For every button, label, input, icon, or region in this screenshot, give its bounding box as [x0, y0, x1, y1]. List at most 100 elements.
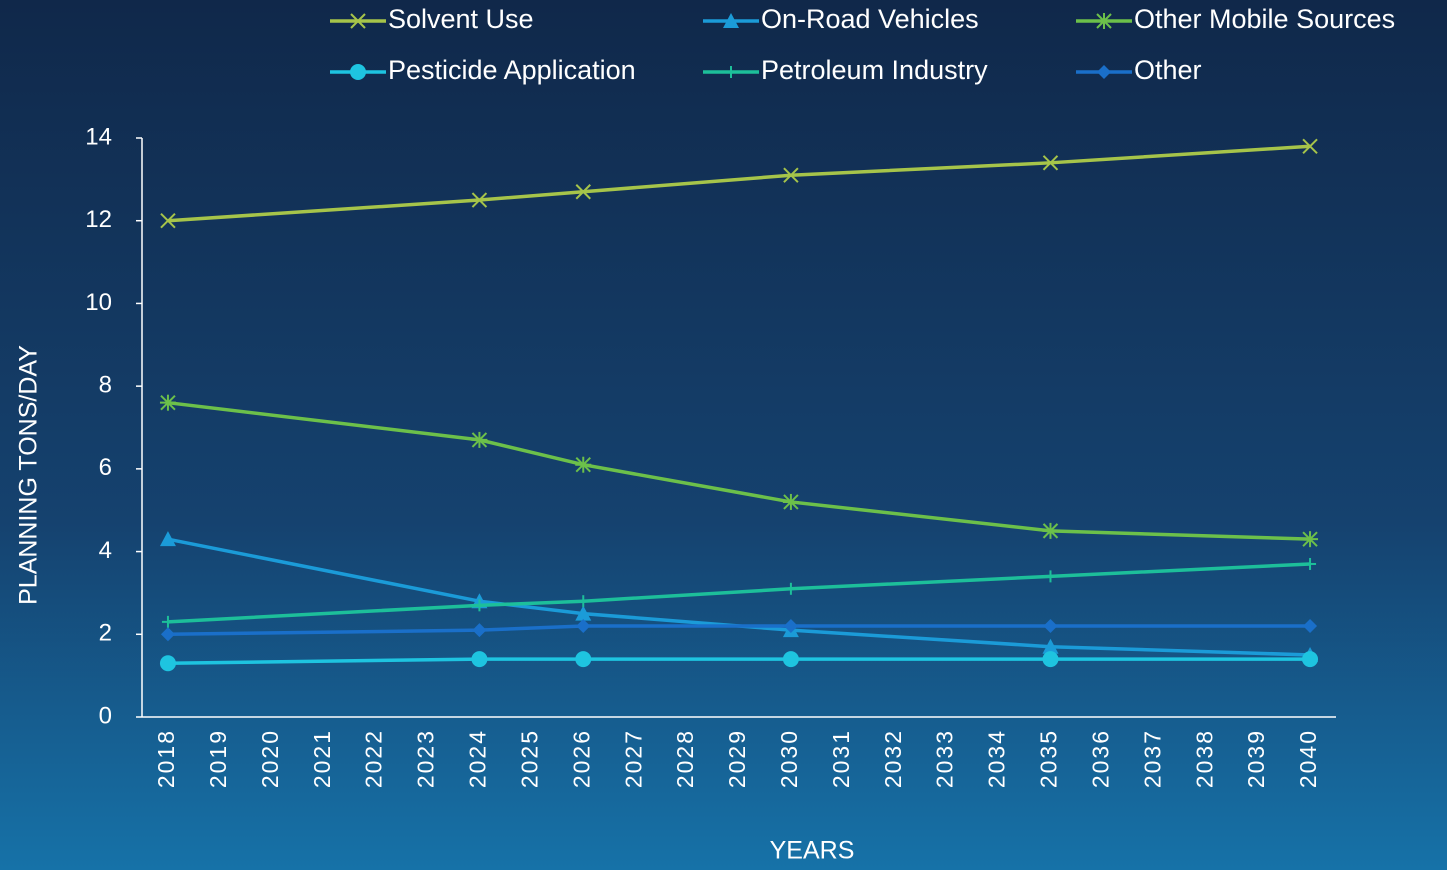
- legend-item: Solvent Use: [330, 4, 534, 34]
- legend-label: Pesticide Application: [388, 55, 636, 85]
- x-tick-label: 2028: [672, 729, 698, 788]
- x-tick-label: 2035: [1036, 729, 1062, 788]
- marker-stroke: [471, 192, 488, 208]
- marker: [1042, 522, 1059, 539]
- series-line: [167, 144, 1311, 223]
- marker-shape: [575, 605, 592, 621]
- marker: [575, 456, 592, 473]
- x-tick-label: 2039: [1243, 729, 1269, 788]
- marker-shape: [782, 651, 799, 668]
- y-tick-label: 10: [85, 289, 112, 316]
- marker-shape: [723, 13, 739, 28]
- series-line: [167, 624, 1311, 637]
- legend-label: Petroleum Industry: [761, 55, 988, 85]
- x-tick-label: 2023: [413, 729, 439, 788]
- x-tick-label: 2033: [932, 729, 958, 788]
- marker: [783, 619, 798, 634]
- marker-shape: [1042, 638, 1059, 654]
- x-tick-label: 2030: [776, 729, 802, 788]
- x-tick-label: 2037: [1139, 729, 1165, 788]
- marker-shape: [1302, 651, 1319, 668]
- x-tick-label: 2020: [257, 729, 283, 788]
- legend-item: On-Road Vehicles: [703, 4, 979, 34]
- marker-stroke: [350, 13, 366, 29]
- x-tick-label: 2025: [516, 729, 542, 788]
- x-tick-label: 2018: [153, 729, 179, 788]
- marker-shape: [350, 64, 366, 80]
- x-tick-label: 2040: [1295, 729, 1321, 788]
- x-tick-label: 2024: [465, 729, 491, 788]
- y-tick-label: 8: [99, 371, 112, 398]
- marker-shape: [472, 623, 487, 638]
- x-tick-label: 2021: [309, 729, 335, 788]
- marker-shape: [471, 651, 488, 668]
- x-tick-label: 2026: [568, 729, 594, 788]
- marker: [576, 619, 591, 634]
- marker: [1302, 531, 1319, 548]
- legend-item: Other: [1076, 55, 1202, 85]
- marker: [783, 167, 799, 183]
- marker-stroke: [1302, 138, 1318, 154]
- x-tick-label: 2034: [984, 729, 1010, 788]
- x-tick-label: 2031: [828, 729, 854, 788]
- y-tick-label: 12: [85, 206, 112, 233]
- y-tick-label: 0: [99, 702, 112, 729]
- y-axis-title: PLANNING TONS/DAY: [15, 345, 43, 605]
- marker: [473, 599, 486, 612]
- marker: [471, 651, 488, 668]
- marker-shape: [1042, 651, 1059, 668]
- legend-label: On-Road Vehicles: [761, 4, 979, 34]
- legend-item: Petroleum Industry: [703, 55, 988, 85]
- legend-item: Pesticide Application: [330, 55, 636, 85]
- marker-shape: [1043, 619, 1058, 634]
- marker: [1043, 619, 1058, 634]
- marker: [725, 66, 737, 78]
- series-line: [167, 400, 1311, 541]
- marker: [1042, 651, 1059, 668]
- marker: [159, 394, 176, 411]
- y-tick-label: 6: [99, 454, 112, 481]
- legend-item: Other Mobile Sources: [1076, 4, 1395, 34]
- x-tick-label: 2029: [724, 729, 750, 788]
- marker-shape: [159, 655, 176, 672]
- marker: [1304, 557, 1317, 570]
- marker: [575, 184, 591, 200]
- marker-shape: [1303, 619, 1318, 634]
- marker-shape: [1097, 65, 1111, 79]
- marker: [577, 595, 590, 608]
- marker: [1096, 13, 1112, 29]
- x-tick-label: 2038: [1191, 729, 1217, 788]
- marker-shape: [159, 531, 176, 547]
- series-line: [167, 537, 1311, 657]
- marker-shape: [783, 619, 798, 634]
- marker-stroke: [783, 167, 799, 183]
- marker: [350, 64, 366, 80]
- marker-stroke: [160, 213, 176, 229]
- marker: [350, 13, 366, 29]
- marker: [1097, 65, 1111, 79]
- y-tick-label: 4: [99, 537, 112, 564]
- marker: [575, 605, 592, 621]
- marker: [782, 651, 799, 668]
- marker: [159, 531, 176, 547]
- marker: [1042, 155, 1059, 171]
- y-tick-label: 14: [85, 123, 112, 150]
- marker: [471, 192, 488, 208]
- legend-label: Other: [1134, 55, 1202, 85]
- marker: [723, 13, 739, 28]
- marker: [1044, 570, 1057, 583]
- x-tick-label: 2022: [361, 729, 387, 788]
- legend-label: Other Mobile Sources: [1134, 4, 1395, 34]
- x-tick-label: 2019: [205, 729, 231, 788]
- x-tick-label: 2032: [880, 729, 906, 788]
- marker: [575, 651, 592, 668]
- legend-label: Solvent Use: [388, 4, 534, 34]
- marker: [472, 623, 487, 638]
- marker: [471, 431, 488, 448]
- y-tick-label: 2: [99, 620, 112, 647]
- series-line: [167, 657, 1311, 665]
- x-tick-label: 2036: [1087, 729, 1113, 788]
- marker: [160, 213, 176, 229]
